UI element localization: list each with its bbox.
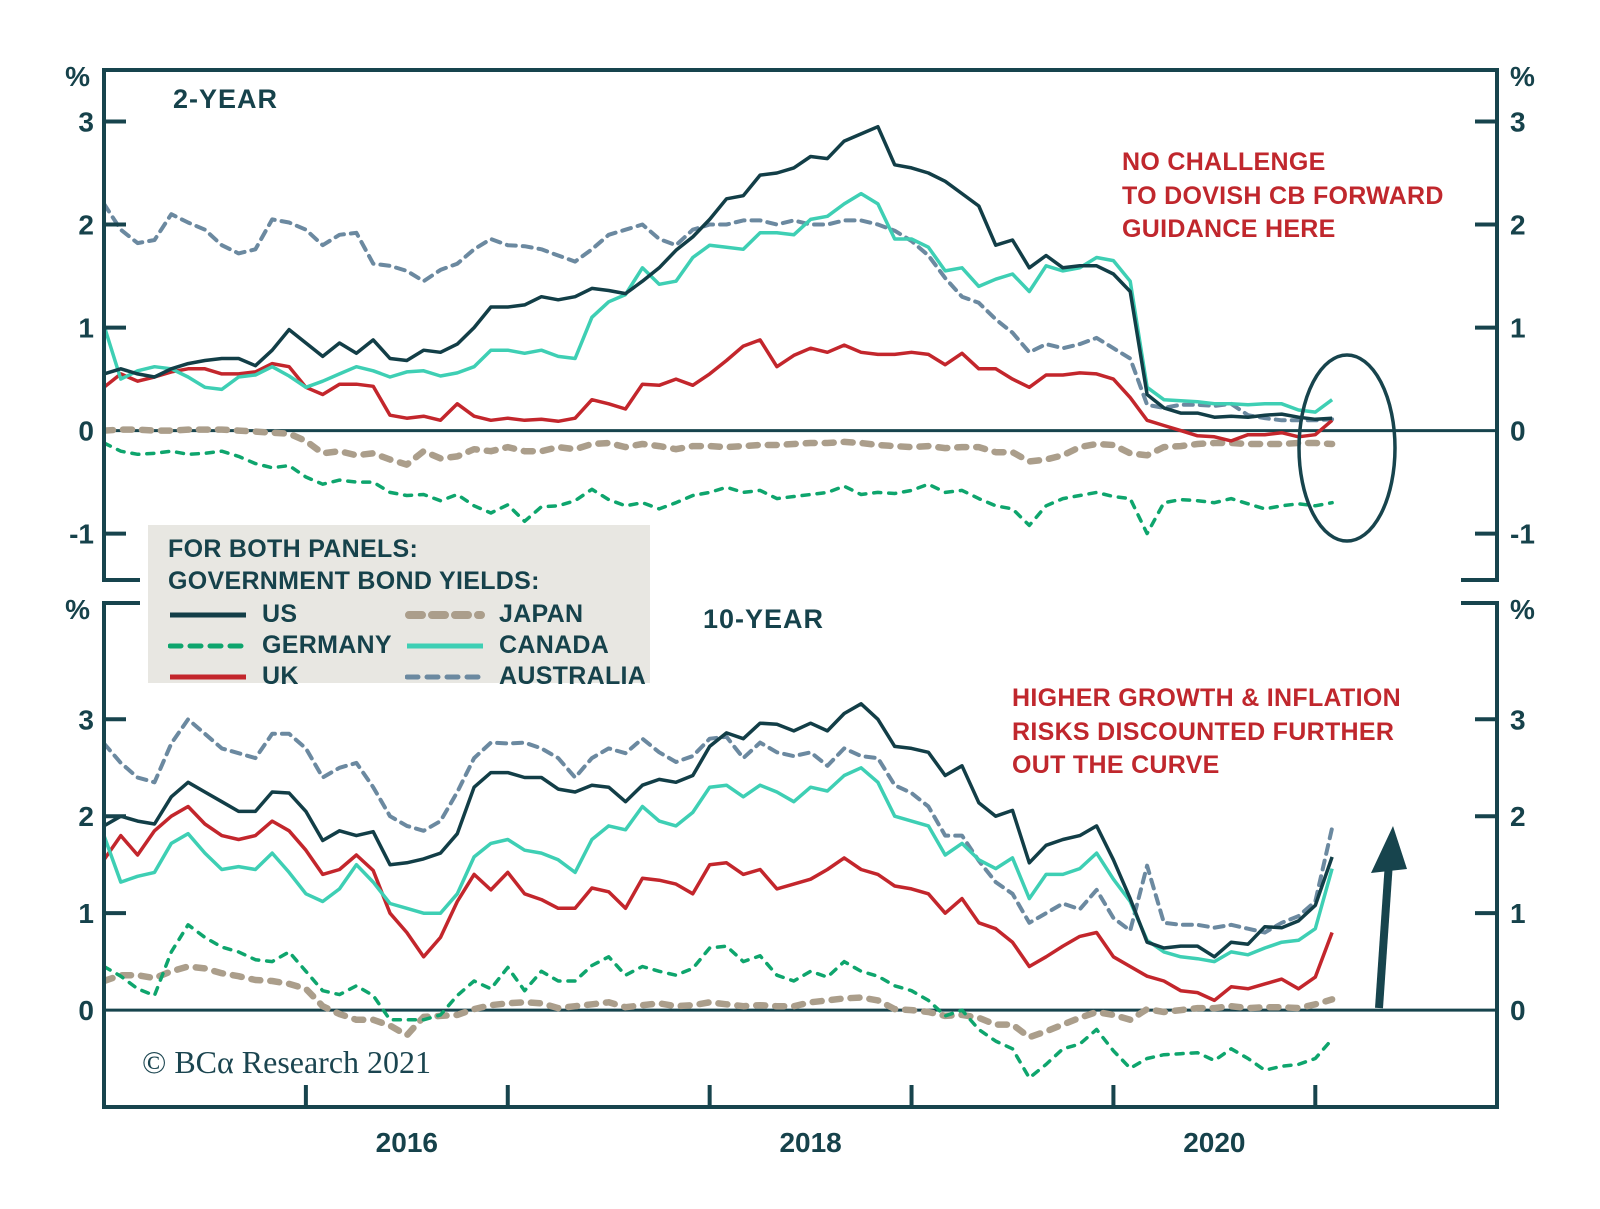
germany-line-swatch [168,643,248,648]
uk-2-year-line [102,338,1334,443]
panel-10-year-tick-label: 2020 [1183,1127,1245,1158]
panel-10-year-tick-label: 3 [78,704,94,735]
panel-10-year-tick-label: 2 [78,801,94,832]
annotation-line: RISKS DISCOUNTED FURTHER [1012,717,1395,746]
legend-label: JAPAN [499,600,584,628]
endpoint-highlight-ellipse [1297,353,1397,543]
legend: FOR BOTH PANELS: GOVERNMENT BOND YIELDS:… [148,525,650,690]
legend-title-line1: FOR BOTH PANELS: [168,535,419,563]
legend-entry-germany: GERMANY [168,631,405,660]
annotation-line: OUT THE CURVE [1012,751,1220,779]
germany-10-year-line [102,923,1334,1080]
annotation-line: TO DOVISH CB FORWARD [1122,181,1444,210]
panel-2-year-tick-label: 1 [78,313,94,344]
panel-10-year-tick-label: 2018 [779,1127,841,1158]
panel-10-year-tick-label: 2016 [376,1127,438,1158]
panel-2-year-tick-label: 3 [78,107,94,138]
uk-10-year-line [102,804,1334,1003]
panel-2-year-tick-label: 0 [1510,416,1526,447]
panel-2-year-axis-labels: -1 -1 0 0 1 1 2 2 3 3%% [65,61,1535,550]
panel-2-year-tick-label: 1 [1510,313,1526,344]
panel-10-year-tick-label: 0 [78,995,94,1026]
legend-label: UK [262,662,299,690]
up-arrow [1371,826,1407,1009]
canada-2-year-line [102,191,1334,414]
japan-2-year-line [102,426,1336,468]
us-line-swatch [170,612,246,617]
panel-10-year-tick-label: 1 [78,898,94,929]
canada-line-swatch [407,643,483,648]
panel-10-year-frame [102,601,1499,1109]
top-panel-annotation: NO CHALLENGE TO DOVISH CB FORWARD GUIDAN… [1122,146,1444,247]
bottom-panel-title: 10-YEAR [703,604,825,634]
annotation-line: NO CHALLENGE [1122,148,1326,176]
panel-10-year-axis-labels: 0 0 1 1 2 2 3 3% % 2016 2018 2020 [65,594,1535,1158]
panel-10-year-tick-label: 0 [1510,995,1526,1026]
panel-2-year-tick-label: 3 [1510,107,1526,138]
canada-10-year-line [102,766,1334,964]
top-panel-title: 2-YEAR [173,84,279,114]
legend-entries: US GERMANY UK JAPAN CANADA AUSTRALIA [168,599,650,692]
legend-entry-japan: JAPAN [405,600,650,629]
panel-10-year-tick-label: % [65,594,90,625]
japan-10-year-line [102,963,1336,1041]
annotation-shapes [1297,353,1407,1009]
australia-2-year-line [102,201,1335,423]
panel-2-year-tick-label: -1 [1510,519,1535,550]
legend-entry-canada: CANADA [405,631,650,660]
legend-entry-australia: AUSTRALIA [405,662,650,691]
annotation-line: HIGHER GROWTH & INFLATION [1012,684,1401,712]
panel-2-year-tick-label: -1 [69,519,94,550]
legend-label: CANADA [499,631,610,659]
germany-2-year-line [102,441,1334,536]
copyright-notice: © BCα Research 2021 [142,1044,432,1080]
legend-title-line2: GOVERNMENT BOND YIELDS: [168,567,540,595]
panel-10-year: 0 0 1 1 2 2 3 3% % 2016 2018 2020 [65,594,1535,1158]
japan-line-swatch [405,610,485,619]
panel-2-year-tick-label: 2 [78,210,94,241]
panel-10-year-tick-label: 3 [1510,704,1526,735]
australia-line-swatch [405,674,485,679]
panel-2-year-tick-label: 0 [78,416,94,447]
annotation-line: GUIDANCE HERE [1122,215,1336,243]
panel-10-year-tick-label: 2 [1510,801,1526,832]
panel-10-year-tick-label: 1 [1510,898,1526,929]
legend-entry-us: US [168,600,405,629]
us-2-year-line [103,124,1333,422]
panel-2-year-tick-label: % [65,61,90,92]
us-10-year-line [103,702,1334,959]
panel-10-year-tick-label: % [1510,594,1535,625]
panel-2-year-frame [102,68,1499,582]
legend-label: AUSTRALIA [499,662,647,690]
panel-2-year-tick-label: % [1510,61,1535,92]
panel-2-year-tick-label: 2 [1510,210,1526,241]
uk-line-swatch [170,674,246,679]
legend-label: GERMANY [262,631,392,659]
legend-label: US [262,600,298,628]
panel-2-year: -1 -1 0 0 1 1 2 2 3 3%% [65,61,1535,582]
bottom-panel-annotation: HIGHER GROWTH & INFLATION RISKS DISCOUNT… [1012,682,1401,783]
legend-entry-uk: UK [168,662,405,691]
